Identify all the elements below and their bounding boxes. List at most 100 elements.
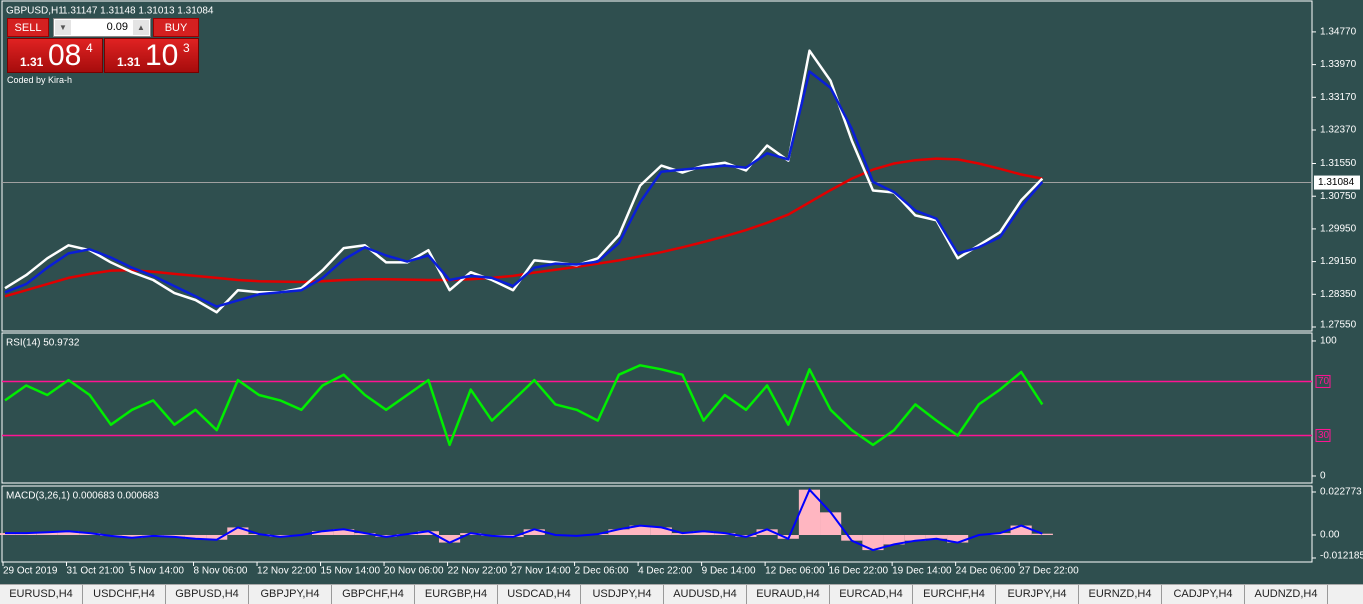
x-tick-label: 19 Dec 14:00	[892, 566, 952, 577]
histogram-bar	[629, 525, 651, 535]
current-price-label: 1.31084	[1318, 177, 1355, 188]
x-tick-label: 24 Dec 06:00	[956, 566, 1016, 577]
histogram-bar	[608, 529, 630, 535]
chart-area: GBPUSD,H11.31147 1.31148 1.31013 1.31084…	[0, 0, 1363, 577]
x-tick-label: 27 Nov 14:00	[511, 566, 571, 577]
symbol-tab[interactable]: EURCHF,H4	[913, 585, 996, 604]
histogram-bar	[693, 531, 715, 535]
current-price-tag	[1314, 175, 1360, 190]
histogram-bar	[947, 534, 969, 543]
histogram-bar	[904, 534, 926, 541]
price-prefix: 1.31	[20, 55, 44, 69]
sell-price[interactable]: 1.31 08 4	[7, 38, 103, 73]
y-tick-label: 1.31550	[1320, 158, 1357, 169]
signal-line	[5, 487, 1043, 552]
histogram-bar	[1031, 533, 1053, 535]
histogram-bar	[227, 527, 249, 535]
x-tick-label: 31 Oct 21:00	[67, 566, 125, 577]
y-tick-label: 1.33170	[1320, 92, 1357, 103]
y-tick-label: 0	[1320, 471, 1326, 482]
symbol-tab[interactable]: GBPCHF,H4	[332, 585, 415, 604]
y-tick-label: 0.00	[1320, 530, 1340, 541]
x-tick-label: 29 Oct 2019	[3, 566, 58, 577]
pane-frame	[1, 485, 1313, 563]
histogram-bar	[206, 534, 228, 540]
credit: Coded by Kira-h	[7, 75, 73, 85]
symbol-tab[interactable]: GBPJPY,H4	[249, 585, 332, 604]
pane-title: GBPUSD,H1	[6, 6, 64, 17]
y-tick-label: 1.32370	[1320, 125, 1357, 136]
price-big: 10	[145, 39, 179, 72]
symbol-tab[interactable]: CADJPY,H4	[1162, 585, 1245, 604]
series-line	[4, 70, 1044, 308]
x-tick-label: 16 Dec 22:00	[829, 566, 889, 577]
x-tick-label: 22 Nov 22:00	[448, 566, 508, 577]
buy-price[interactable]: 1.31 10 3	[104, 38, 199, 73]
histogram-bar	[417, 531, 439, 535]
histogram-bar	[311, 531, 334, 535]
histogram-bar	[650, 527, 672, 535]
sell-button[interactable]: SELL	[7, 18, 49, 37]
y-tick-label: 1.29950	[1320, 224, 1357, 235]
pane-title: MACD(3,26,1) 0.000683 0.000683	[6, 491, 159, 502]
lot-down[interactable]: ▼	[55, 20, 71, 35]
histogram-bar	[883, 534, 905, 545]
x-tick-label: 12 Nov 22:00	[257, 566, 317, 577]
symbol-tab[interactable]: EURCAD,H4	[830, 585, 913, 604]
histogram-bar	[184, 534, 207, 539]
pane-title: RSI(14) 50.9732	[6, 338, 80, 349]
histogram-bar	[121, 534, 143, 538]
symbol-tab[interactable]: USDCHF,H4	[83, 585, 166, 604]
level-label: 70	[1318, 376, 1330, 387]
histogram-bar	[57, 531, 80, 535]
buy-button[interactable]: BUY	[153, 18, 199, 37]
lot-input[interactable]: ▼ 0.09 ▲	[53, 18, 151, 37]
histogram-bar	[756, 529, 778, 535]
y-tick-label: 0.022773	[1320, 487, 1362, 498]
y-tick-label: 1.34770	[1320, 27, 1357, 38]
y-tick-label: 1.27550	[1320, 320, 1357, 331]
pane-frame	[1, 332, 1313, 484]
symbol-tab[interactable]: EURJPY,H4	[996, 585, 1079, 604]
symbol-tab[interactable]: EURGBP,H4	[415, 585, 498, 604]
histogram-bar	[36, 532, 58, 535]
symbol-tab[interactable]: USDCAD,H4	[498, 585, 581, 604]
lot-value: 0.09	[106, 21, 128, 33]
x-tick-label: 8 Nov 06:00	[194, 566, 248, 577]
symbol-tabs: EURUSD,H4 USDCHF,H4 GBPUSD,H4 GBPJPY,H4 GBPC…	[0, 584, 1363, 604]
level-tag	[1315, 428, 1331, 442]
symbol-tab[interactable]: USDJPY,H4	[581, 585, 664, 604]
x-tick-label: 4 Dec 22:00	[638, 566, 692, 577]
level-label: 30	[1318, 430, 1330, 441]
pane-frame	[1, 0, 1313, 332]
histogram-bar	[1010, 525, 1032, 535]
symbol-tab[interactable]: EURUSD,H4	[0, 585, 83, 604]
x-tick-label: 5 Nov 14:00	[130, 566, 184, 577]
pane-subtitle: 1.31147 1.31148 1.31013 1.31084	[62, 6, 214, 17]
x-tick-label: 15 Nov 14:00	[321, 566, 381, 577]
y-tick-label: 1.30750	[1320, 191, 1357, 202]
y-tick-label: 1.29150	[1320, 256, 1357, 267]
symbol-tab[interactable]: EURNZD,H4	[1079, 585, 1162, 604]
histogram-bar	[523, 529, 545, 535]
x-tick-label: 27 Dec 22:00	[1019, 566, 1079, 577]
symbol-tab[interactable]: GBPUSD,H4	[166, 585, 249, 604]
price-big: 08	[48, 39, 82, 72]
lot-up[interactable]: ▲	[133, 20, 149, 35]
x-tick-label: 20 Nov 06:00	[384, 566, 444, 577]
symbol-tab[interactable]: EURAUD,H4	[747, 585, 830, 604]
x-tick-label: 2 Dec 06:00	[575, 566, 629, 577]
price-sup: 4	[86, 41, 93, 55]
symbol-tab[interactable]: AUDUSD,H4	[664, 585, 747, 604]
y-tick-label: 1.28350	[1320, 289, 1357, 300]
price-prefix: 1.31	[117, 55, 141, 69]
y-tick-label: 100	[1320, 336, 1337, 347]
histogram-bar	[841, 534, 863, 541]
level-tag	[1315, 374, 1331, 388]
price-sup: 3	[183, 41, 190, 55]
histogram-bar	[862, 534, 884, 551]
x-tick-label: 12 Dec 06:00	[765, 566, 825, 577]
symbol-tab[interactable]: AUDNZD,H4	[1245, 585, 1328, 604]
y-tick-label: 1.33970	[1320, 59, 1357, 70]
